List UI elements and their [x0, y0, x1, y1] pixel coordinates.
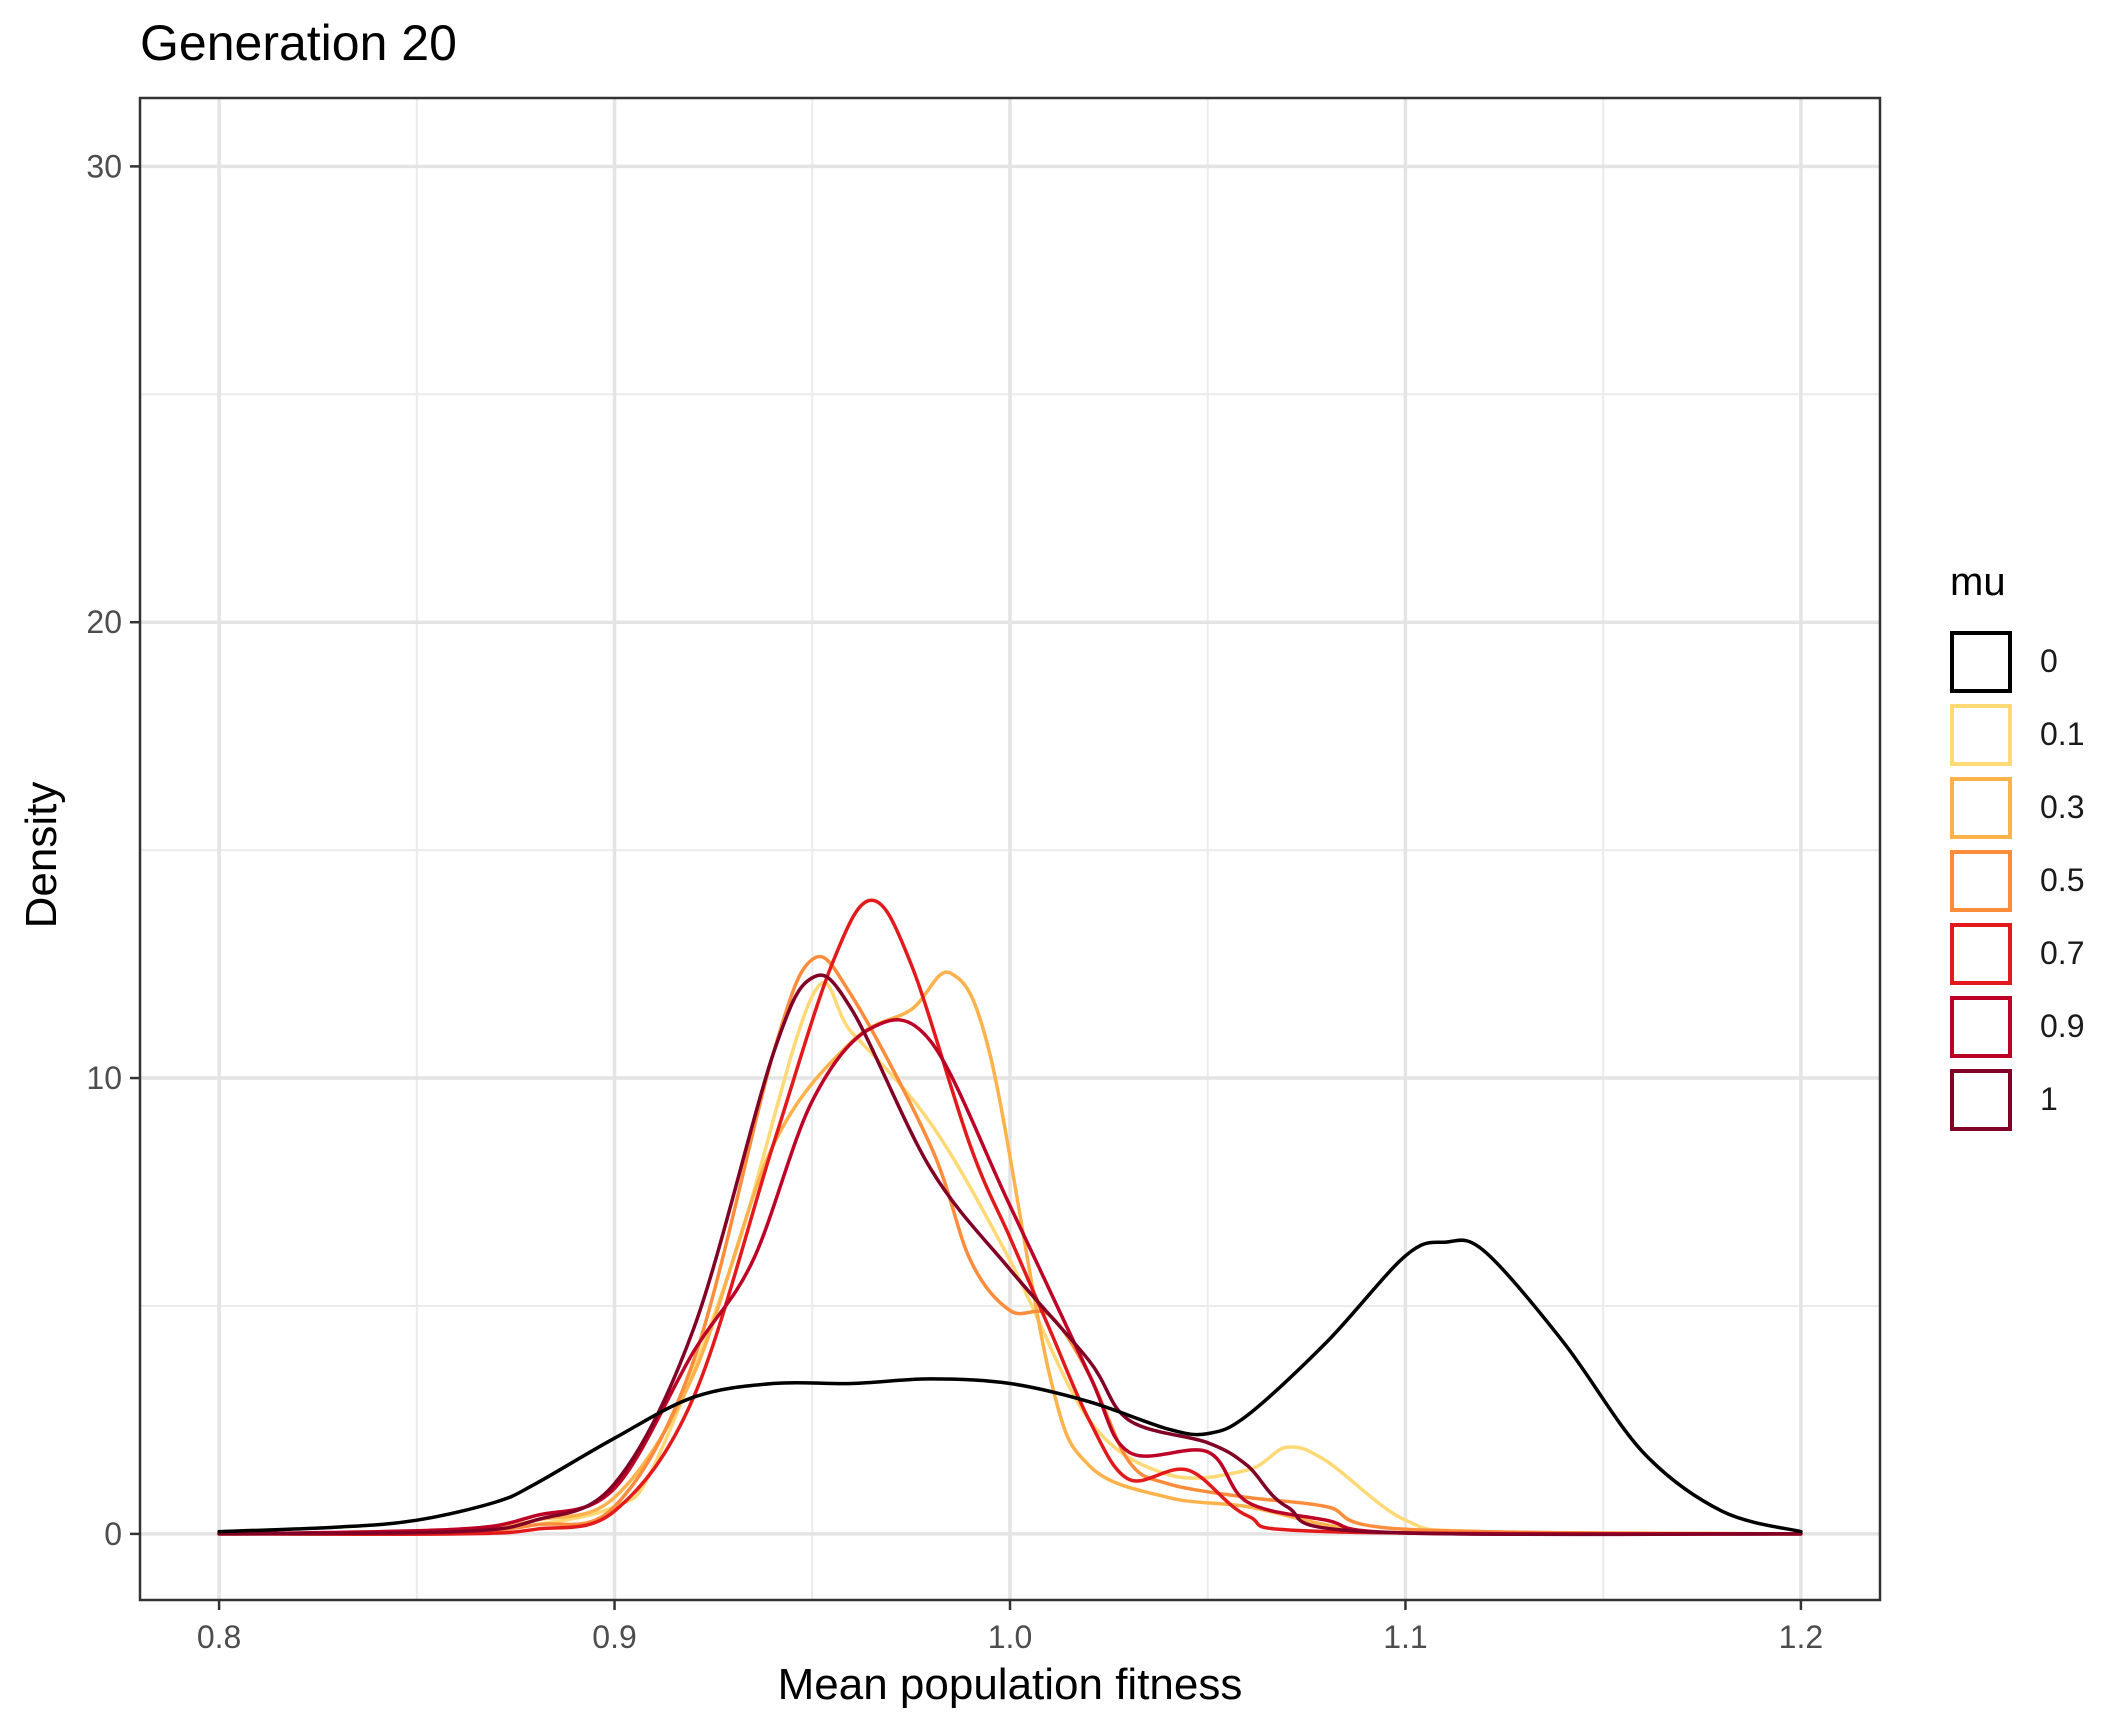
density-line-mu-0-7	[217, 898, 1803, 1537]
legend-key-swatch	[1950, 630, 2012, 693]
legend-item: 0.5	[1950, 844, 2084, 917]
y-tick-label: 10	[86, 1060, 122, 1096]
legend-item: 0.7	[1950, 917, 2084, 990]
legend-key-swatch	[1950, 1068, 2012, 1131]
legend-item: 0.3	[1950, 771, 2084, 844]
legend-key-swatch	[1950, 703, 2012, 766]
y-axis-label: Density	[17, 781, 66, 929]
x-tick-label: 0.8	[197, 1619, 241, 1655]
density-line-mu-0-5	[217, 954, 1803, 1536]
legend-item: 0.1	[1950, 698, 2084, 771]
legend-label: 0.5	[2040, 862, 2085, 898]
legend-key-swatch	[1950, 922, 2012, 985]
legend-items: 0 0.1 0.3 0.5 0.7 0.9 1	[1950, 625, 2084, 1136]
x-tick-label: 1.2	[1779, 1619, 1823, 1655]
density-line-mu-1	[217, 973, 1803, 1537]
y-tick-label: 0	[104, 1516, 122, 1552]
legend-label: 0.7	[2040, 935, 2085, 971]
legend-label: 0.1	[2040, 716, 2085, 752]
legend-label: 0	[2040, 643, 2058, 679]
legend-label: 0.9	[2040, 1008, 2085, 1044]
legend-item: 0	[1950, 625, 2084, 698]
x-tick-label: 1.0	[988, 1619, 1032, 1655]
density-line-mu-0	[217, 1238, 1803, 1534]
legend-item: 1	[1950, 1063, 2084, 1136]
legend-label: 1	[2040, 1081, 2058, 1117]
x-tick-label: 1.1	[1383, 1619, 1427, 1655]
legend-key-swatch	[1950, 776, 2012, 839]
legend-key-swatch	[1950, 849, 2012, 912]
legend-key-swatch	[1950, 995, 2012, 1058]
x-tick-label: 0.9	[592, 1619, 636, 1655]
y-tick-label: 30	[86, 148, 122, 184]
x-axis-label: Mean population fitness	[777, 1660, 1243, 1709]
y-tick-label: 20	[86, 604, 122, 640]
legend-title: mu	[1950, 560, 2006, 604]
chart-title: Generation 20	[140, 15, 457, 71]
density-line-mu-0-3	[217, 970, 1803, 1536]
legend-label: 0.3	[2040, 789, 2085, 825]
legend-item: 0.9	[1950, 990, 2084, 1063]
legend: mu 0 0.1 0.3 0.5 0.7 0.9 1	[1950, 560, 2084, 1136]
